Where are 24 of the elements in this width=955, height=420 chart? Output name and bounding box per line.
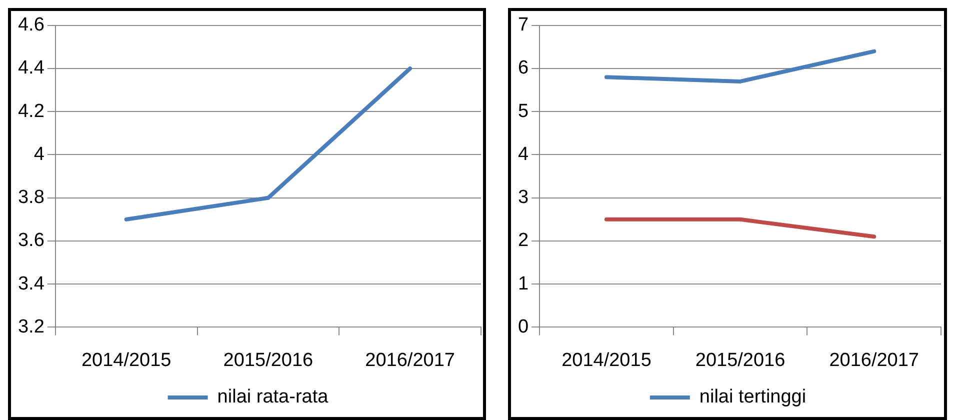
y-tick-label: 7: [518, 14, 530, 36]
y-tick-label: 6: [518, 58, 530, 79]
y-tick-label: 0: [518, 316, 530, 338]
y-tick-label: 1: [518, 273, 530, 294]
x-tick-label: 2014/2015: [562, 350, 652, 371]
y-tick-label: 3.2: [18, 316, 44, 338]
y-tick-label: 4: [518, 144, 530, 165]
y-tick-label: 3: [518, 187, 530, 208]
y-tick-label: 3.8: [18, 187, 44, 208]
legend-label: nilai rata-rata: [217, 386, 329, 408]
x-tick-label: 2016/2017: [830, 350, 920, 371]
legend-label: nilai tertinggi: [700, 386, 807, 408]
y-tick-label: 4.2: [18, 100, 44, 122]
x-tick-label: 2016/2017: [365, 350, 455, 371]
x-tick-label: 2015/2016: [696, 350, 786, 371]
y-tick-label: 2: [518, 230, 530, 252]
y-tick-label: 5: [518, 100, 530, 122]
x-tick-label: 2015/2016: [223, 350, 314, 371]
y-tick-label: 3.4: [18, 273, 45, 294]
y-tick-label: 4: [34, 144, 45, 165]
y-tick-label: 3.6: [18, 230, 44, 252]
y-tick-label: 4.6: [18, 14, 44, 36]
x-tick-label: 2014/2015: [81, 350, 172, 371]
y-tick-label: 4.4: [18, 58, 45, 79]
